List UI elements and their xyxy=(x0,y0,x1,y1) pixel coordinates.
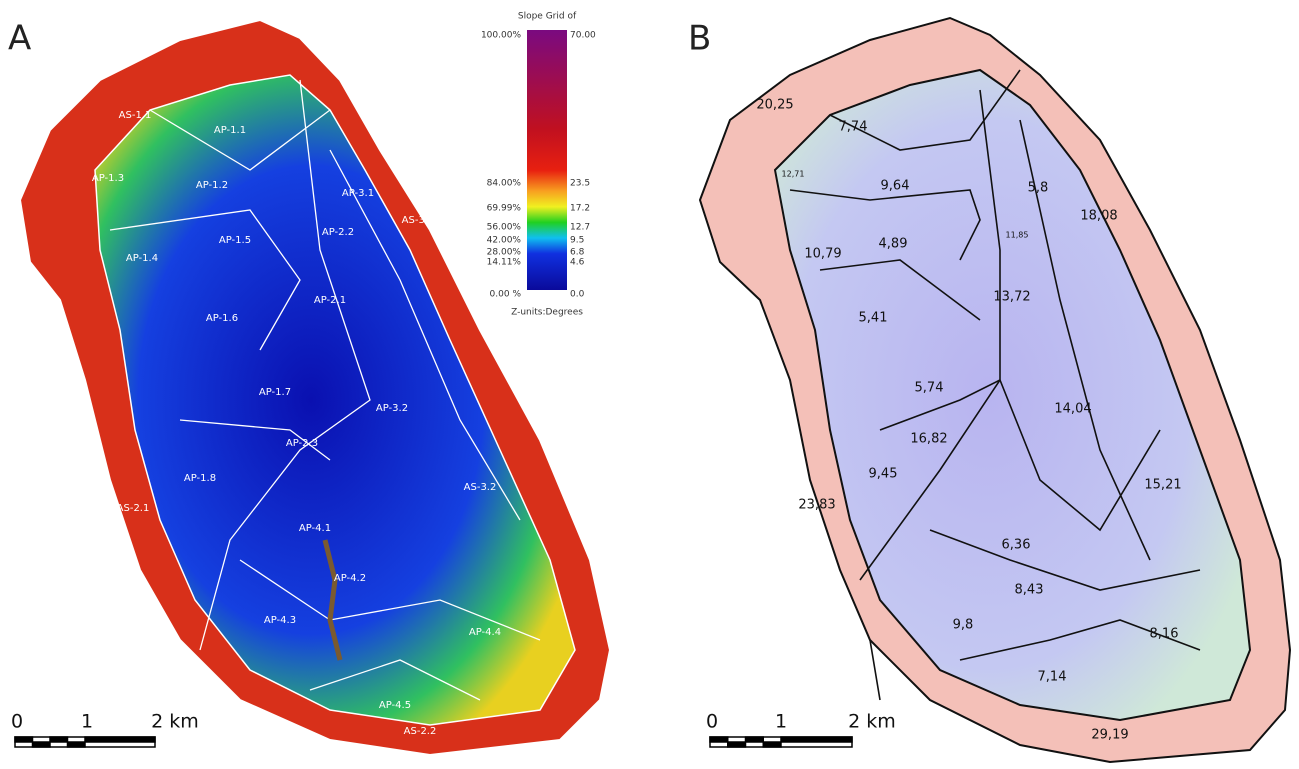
zone-label: AS-3.2 xyxy=(464,482,497,493)
map-b xyxy=(700,18,1290,762)
scale-bar-b xyxy=(710,737,852,747)
scale-label: 2 km xyxy=(151,711,199,733)
zone-value: 18,08 xyxy=(1080,209,1117,224)
scale-label: 0 xyxy=(706,711,718,733)
zone-label: AP-1.3 xyxy=(92,173,124,184)
zone-label: AP-4.1 xyxy=(299,523,331,534)
zone-value: 7,74 xyxy=(839,120,868,135)
legend: Slope Grid of Z-units:Degrees xyxy=(511,12,583,318)
legend-degree: 4.6 xyxy=(570,258,585,268)
legend-degree: 23.5 xyxy=(570,179,590,189)
color-bar xyxy=(527,30,567,290)
zone-value: 7,14 xyxy=(1038,670,1067,685)
zone-label: AP-1.5 xyxy=(219,235,251,246)
zone-value: 12,71 xyxy=(782,170,805,179)
scale-bar-a xyxy=(15,737,155,747)
zone-value: 9,8 xyxy=(953,618,974,633)
zone-label: AP-3.2 xyxy=(376,403,408,414)
legend-title: Slope Grid of xyxy=(518,12,577,22)
interior-b xyxy=(775,70,1250,720)
legend-percent: 56.00% xyxy=(487,223,522,233)
scale-label: 2 km xyxy=(848,711,896,733)
zone-value: 9,64 xyxy=(881,179,910,194)
zone-label: AP-2.2 xyxy=(322,227,354,238)
legend-percent: 84.00% xyxy=(487,179,522,189)
zone-label: AP-2.3 xyxy=(286,438,318,449)
zone-value: 10,79 xyxy=(804,247,841,262)
zone-label: AP-4.3 xyxy=(264,615,296,626)
zone-label: AP-1.1 xyxy=(214,125,246,136)
zone-label: AP-3.1 xyxy=(342,188,374,199)
zone-label: AP-1.7 xyxy=(259,387,291,398)
zone-label: AP-1.2 xyxy=(196,180,228,191)
legend-percent: 0.00 % xyxy=(490,290,522,300)
zone-label: AP-4.5 xyxy=(379,700,411,711)
zone-label: AP-2.1 xyxy=(314,295,346,306)
legend-degree: 12.7 xyxy=(570,223,590,233)
legend-percent: 28.00% xyxy=(487,248,522,258)
map-a xyxy=(20,20,610,755)
zone-value: 20,25 xyxy=(756,98,793,113)
panel-label: A xyxy=(8,19,31,59)
zone-label: AS-2.2 xyxy=(404,726,437,737)
zone-label: AP-4.4 xyxy=(469,627,501,638)
zone-label: AS-1.1 xyxy=(119,110,152,121)
zone-label: AP-1.8 xyxy=(184,473,216,484)
zone-value: 23,83 xyxy=(798,498,835,513)
zone-label: AS-3.1 xyxy=(402,215,435,226)
zone-value: 4,89 xyxy=(879,237,908,252)
zone-label: AP-4.2 xyxy=(334,573,366,584)
zone-value: 5,41 xyxy=(859,311,888,326)
legend-units: Z-units:Degrees xyxy=(511,308,583,318)
zone-label: AP-1.6 xyxy=(206,313,238,324)
zone-value: 13,72 xyxy=(993,290,1030,305)
zone-value: 8,43 xyxy=(1015,583,1044,598)
zone-value: 9,45 xyxy=(869,467,898,482)
zone-label: AS-2.1 xyxy=(117,503,150,514)
zone-value: 29,19 xyxy=(1091,728,1128,743)
figure: Slope Grid of Z-units:Degrees A B 100.00… xyxy=(0,0,1299,769)
legend-percent: 42.00% xyxy=(487,236,522,246)
scale-label: 1 xyxy=(775,711,787,733)
zone-value: 15,21 xyxy=(1144,478,1181,493)
zone-label: AP-1.4 xyxy=(126,253,158,264)
legend-degree: 0.0 xyxy=(570,290,585,300)
legend-percent: 100.00% xyxy=(481,31,521,41)
legend-degree: 70.00 xyxy=(570,31,596,41)
legend-degree: 6.8 xyxy=(570,248,585,258)
zone-value: 5,74 xyxy=(915,381,944,396)
legend-percent: 69.99% xyxy=(487,204,522,214)
zone-value: 6,36 xyxy=(1002,538,1031,553)
panel-label: B xyxy=(688,19,711,59)
legend-degree: 9.5 xyxy=(570,236,584,246)
zone-value: 8,16 xyxy=(1150,627,1179,642)
zone-value: 5,8 xyxy=(1028,181,1049,196)
zone-value: 11,85 xyxy=(1006,231,1029,240)
zone-value: 14,04 xyxy=(1054,402,1091,417)
legend-percent: 14.11% xyxy=(487,258,522,268)
zone-value: 16,82 xyxy=(910,432,947,447)
legend-degree: 17.2 xyxy=(570,204,590,214)
scale-label: 0 xyxy=(11,711,23,733)
scale-label: 1 xyxy=(81,711,93,733)
